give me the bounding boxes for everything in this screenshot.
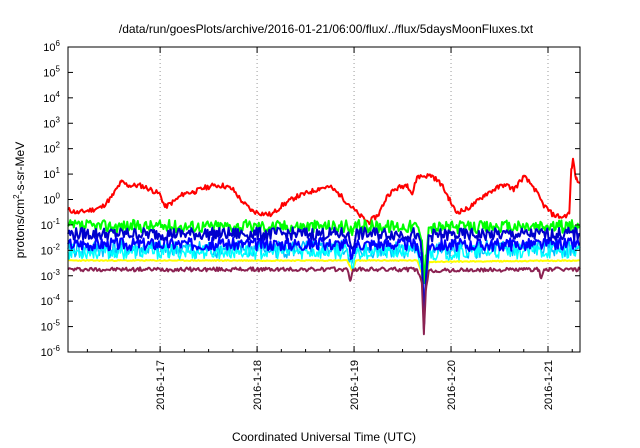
y-axis-label-post: -s-sr-MeV: [13, 142, 27, 195]
y-tick-label: 106: [43, 39, 60, 54]
y-tick-label: 104: [43, 90, 60, 105]
y-tick-label: 103: [43, 115, 60, 130]
y-tick-label-base: 10: [43, 118, 55, 130]
y-tick-label-base: 10: [41, 322, 53, 334]
y-tick-label: 10-3: [41, 268, 61, 283]
y-tick-label-exp: 4: [56, 90, 61, 99]
grid: [159, 47, 549, 352]
y-tick-label: 102: [43, 141, 60, 156]
series-line-2: [67, 218, 581, 285]
y-tick-label-base: 10: [43, 42, 55, 54]
series-line-5: [67, 236, 581, 325]
series-line-7: [67, 266, 581, 336]
y-tick-label: 10-2: [41, 242, 61, 257]
y-tick-label-exp: 3: [56, 115, 61, 124]
x-tick-label: 2016-1-18: [252, 360, 264, 410]
y-tick-label-exp: 6: [56, 39, 61, 48]
y-tick-label-exp: 5: [56, 64, 61, 73]
y-tick-label-exp: 0: [56, 192, 61, 201]
y-tick-label-base: 10: [43, 169, 55, 181]
y-axis-label: protons/cm2-s-sr-MeV: [12, 142, 27, 258]
y-tick-label: 10-1: [41, 217, 61, 232]
y-tick-label-exp: -6: [53, 344, 61, 353]
series-line-1: [67, 259, 581, 318]
y-tick-label-base: 10: [41, 220, 53, 232]
y-tick-label-exp: 2: [56, 141, 61, 150]
plot-frame: [67, 46, 581, 353]
y-tick-label: 10-5: [41, 319, 61, 334]
y-tick-label: 101: [43, 166, 60, 181]
y-tick-label-exp: -4: [53, 293, 61, 302]
y-tick-label-exp: -5: [53, 319, 61, 328]
y-tick-label-base: 10: [43, 195, 55, 207]
y-tick-label-exp: -3: [53, 268, 61, 277]
x-tick-label: 2016-1-19: [349, 360, 361, 410]
y-tick-label: 100: [43, 192, 60, 207]
y-tick-label: 10-6: [41, 344, 61, 359]
y-tick-label: 10-4: [41, 293, 61, 308]
y-tick-label-exp: -1: [53, 217, 61, 226]
y-tick-label-base: 10: [41, 271, 53, 283]
y-axis: 10-610-510-410-310-210-11001011021031041…: [41, 39, 580, 359]
x-tick-label: 2016-1-21: [543, 360, 555, 410]
y-axis-label-pre: protons/cm: [13, 199, 27, 258]
chart-title: /data/run/goesPlots/archive/2016-01-21/0…: [119, 22, 534, 36]
series-line-6: [67, 226, 581, 331]
x-tick-label: 2016-1-17: [155, 360, 167, 410]
x-axis-label: Coordinated Universal Time (UTC): [232, 430, 416, 444]
series-group: [67, 157, 581, 336]
y-tick-label: 105: [43, 64, 60, 79]
x-tick-label: 2016-1-20: [446, 360, 458, 410]
y-tick-label-base: 10: [43, 93, 55, 105]
y-tick-label-base: 10: [41, 347, 53, 359]
y-tick-label-exp: -2: [53, 242, 61, 251]
y-tick-label-base: 10: [43, 67, 55, 79]
y-tick-label-exp: 1: [56, 166, 61, 175]
y-tick-label-base: 10: [41, 296, 53, 308]
series-line-0: [67, 157, 581, 226]
y-tick-label-base: 10: [41, 245, 53, 257]
y-axis-label-sup: 2: [12, 194, 21, 199]
y-tick-label-base: 10: [43, 144, 55, 156]
x-axis: 2016-1-17 2016-1-18 2016-1-19 2016-1-20 2016…: [86, 47, 573, 410]
